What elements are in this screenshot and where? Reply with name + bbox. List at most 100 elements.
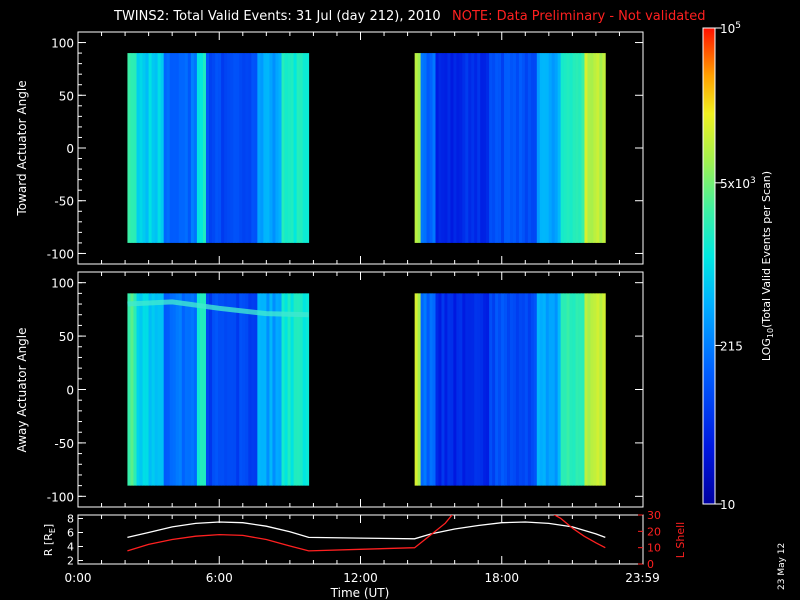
- heatmap-column: [572, 53, 576, 243]
- y-tick-label: 100: [51, 37, 74, 51]
- heatmap-column: [539, 293, 544, 486]
- heatmap-column: [444, 293, 448, 486]
- heatmap-column: [263, 293, 267, 486]
- heatmap-column: [530, 53, 535, 243]
- y-tick-label: -50: [54, 437, 74, 451]
- heatmap-column: [266, 293, 270, 486]
- heatmap-column: [554, 53, 559, 243]
- heatmap-band: [127, 299, 309, 318]
- heatmap-column: [489, 293, 493, 486]
- colorbar: [702, 27, 716, 505]
- heatmap-column: [575, 293, 579, 486]
- heatmap-column: [233, 53, 237, 243]
- heatmap-column: [299, 293, 304, 486]
- heatmap-column: [251, 53, 255, 243]
- heatmap-column: [575, 53, 579, 243]
- heatmap-column: [507, 293, 511, 486]
- heatmap-column: [281, 293, 285, 486]
- heatmap-column: [462, 53, 466, 243]
- heatmap-column: [471, 53, 475, 243]
- heatmap-column: [260, 293, 264, 486]
- heatmap-column: [450, 293, 454, 486]
- heatmap-column: [148, 53, 153, 243]
- heatmap-column: [142, 53, 146, 243]
- heatmap-column: [539, 53, 544, 243]
- heatmap-column: [145, 53, 149, 243]
- heatmap-column: [196, 293, 201, 486]
- heatmap-column: [245, 293, 249, 486]
- heatmap-column: [596, 53, 600, 243]
- heatmap-column: [456, 53, 460, 243]
- heatmap-column: [477, 53, 481, 243]
- heatmap-column: [504, 293, 508, 486]
- heatmap-column: [127, 293, 131, 486]
- heatmap-column: [199, 53, 204, 243]
- heatmap-column: [486, 293, 490, 486]
- heatmap-column: [554, 293, 559, 486]
- y-tick-label: -100: [47, 247, 74, 261]
- heatmap-column: [593, 293, 597, 486]
- lshell-ylabel: L Shell: [674, 522, 687, 558]
- heatmap-column: [254, 53, 258, 243]
- heatmap-column: [193, 53, 198, 243]
- heatmap-column: [566, 293, 570, 486]
- heatmap-column: [227, 293, 231, 486]
- heatmap-column: [489, 53, 493, 243]
- colorbar-ticks: 105 5x103 215 10: [715, 21, 756, 512]
- heatmap-column: [569, 293, 573, 486]
- heatmap-column: [468, 53, 472, 243]
- heatmap-column: [587, 293, 591, 486]
- time-xticks: 0:00 6:00 12:00 18:00 23:59: [65, 32, 660, 585]
- heatmap-column: [498, 293, 502, 486]
- heatmap-column: [545, 53, 550, 243]
- heatmap-column: [450, 53, 454, 243]
- heatmap-column: [423, 53, 427, 243]
- heatmap-column: [486, 53, 490, 243]
- x-tick-label: 6:00: [206, 571, 233, 585]
- heatmap-column: [290, 53, 294, 243]
- heatmap-column: [221, 293, 225, 486]
- heatmap-column: [492, 53, 496, 243]
- heatmap-column: [471, 293, 475, 486]
- x-tick-label: 23:59: [625, 571, 660, 585]
- left-y-tick-label: 6: [67, 527, 74, 540]
- heatmap-column: [302, 53, 307, 243]
- time-xlabel: Time (UT): [330, 586, 390, 600]
- heatmap-column: [432, 53, 436, 243]
- heatmap-column: [278, 53, 282, 243]
- heatmap-column: [566, 53, 570, 243]
- heatmap-column: [151, 293, 156, 486]
- heatmap-column: [557, 293, 562, 486]
- heatmap-column: [266, 53, 270, 243]
- y-tick-label: 100: [51, 277, 74, 291]
- heatmap-column: [584, 293, 588, 486]
- right-y-tick-label: 10: [647, 542, 661, 555]
- heatmap-column: [175, 53, 180, 243]
- heatmap-column: [501, 53, 505, 243]
- heatmap-column: [269, 293, 273, 486]
- heatmap-column: [587, 53, 591, 243]
- chart-title: TWINS2: Total Valid Events: 31 Jul (day …: [113, 9, 441, 24]
- heatmap-column: [215, 293, 219, 486]
- heatmap-column: [504, 53, 508, 243]
- heatmap-column: [242, 293, 246, 486]
- heatmap-column: [527, 293, 532, 486]
- heatmap-column: [148, 293, 153, 486]
- heatmap-column: [533, 293, 538, 486]
- heatmap-column: [224, 53, 228, 243]
- heatmap-column: [136, 53, 140, 243]
- heatmap-column: [302, 293, 307, 486]
- heatmap-column: [441, 293, 445, 486]
- heatmap-column: [441, 53, 445, 243]
- heatmap-column: [275, 53, 279, 243]
- radius-series-line: [127, 521, 606, 540]
- heatmap-column: [435, 293, 439, 486]
- left-y-tick-label: 4: [67, 541, 74, 554]
- heatmap-column: [157, 293, 162, 486]
- heatmap-column: [172, 53, 177, 243]
- heatmap-column: [536, 293, 541, 486]
- heatmap-column: [551, 293, 556, 486]
- heatmap-column: [548, 293, 553, 486]
